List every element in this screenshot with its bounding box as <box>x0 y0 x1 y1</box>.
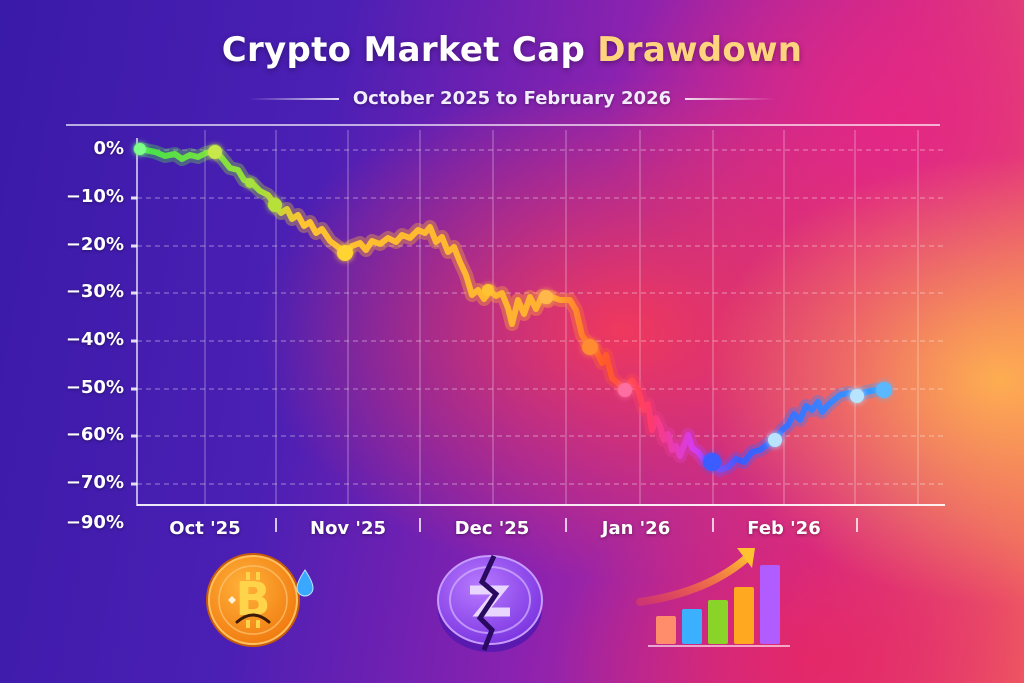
y-tick-label: −30% <box>65 281 124 302</box>
drawdown-line <box>137 146 887 473</box>
x-tick-mark <box>565 518 567 532</box>
data-point <box>268 198 282 212</box>
line-glow <box>133 142 891 477</box>
cracked-purple-coin-icon <box>437 554 543 652</box>
data-point <box>876 382 892 398</box>
page-title: Crypto Market Cap Drawdown <box>0 30 1024 70</box>
data-point <box>539 290 553 304</box>
y-tick-label: −20% <box>65 234 124 255</box>
subtitle-rule-left <box>248 97 339 100</box>
x-tick-label: Oct '25 <box>169 518 241 539</box>
subtitle: October 2025 to February 2026 <box>352 88 672 109</box>
y-tick-label: −10% <box>65 186 124 207</box>
title-highlight: Drawdown <box>597 30 803 70</box>
y-tick-label: 0% <box>93 138 124 159</box>
data-point <box>337 245 353 261</box>
y-tick-label: −50% <box>65 377 124 398</box>
title-main: Crypto Market Cap <box>221 30 598 70</box>
x-tick-mark <box>712 518 714 532</box>
data-point <box>703 453 721 471</box>
y-ticks <box>131 196 137 486</box>
y-tick-label: −70% <box>65 472 124 493</box>
data-point <box>850 389 864 403</box>
data-point <box>245 178 255 188</box>
x-tick-label: Jan '26 <box>601 518 671 539</box>
data-point <box>482 284 494 296</box>
bitcoin-sad-coin-icon: B <box>206 553 314 647</box>
x-tick-label: Nov '25 <box>310 518 386 539</box>
x-tick-mark <box>275 518 277 532</box>
data-point <box>208 145 222 159</box>
data-point <box>582 339 598 355</box>
x-tick-label: Dec '25 <box>454 518 530 539</box>
x-tick-mark <box>419 518 421 532</box>
data-points <box>134 143 892 471</box>
y-tick-label: −90% <box>65 512 124 533</box>
data-point <box>768 433 782 447</box>
data-point <box>134 143 146 155</box>
rising-bar-chart-icon <box>636 548 790 647</box>
y-tick-label: −40% <box>65 329 124 350</box>
subtitle-rule-right <box>685 97 776 100</box>
y-tick-label: −60% <box>65 424 124 445</box>
h-gridlines <box>137 149 943 485</box>
data-point <box>618 383 632 397</box>
subtitle-row: October 2025 to February 2026 <box>0 88 1024 109</box>
v-gridlines <box>204 130 919 505</box>
x-tick-mark <box>856 518 858 532</box>
x-tick-label: Feb '26 <box>747 518 821 539</box>
